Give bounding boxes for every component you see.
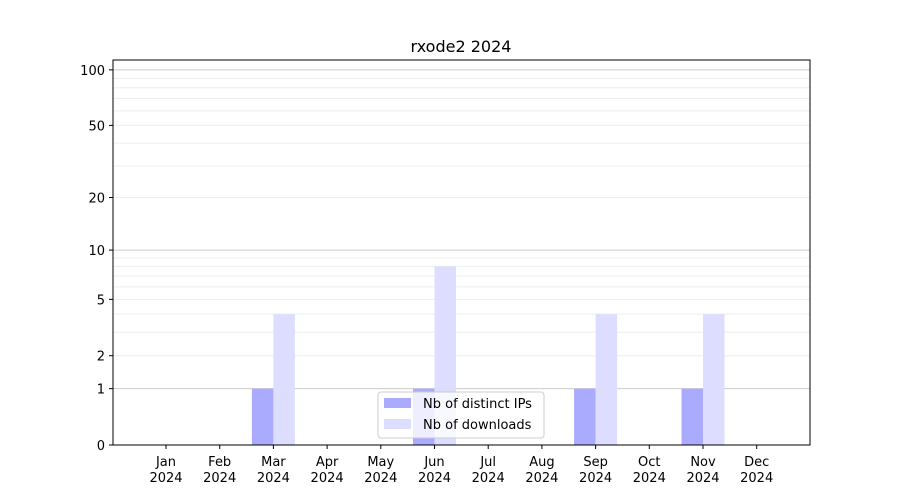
grid: [113, 69, 810, 390]
x-tick-label: Oct: [638, 455, 660, 470]
x-tick-label: 2024: [633, 471, 666, 486]
legend-swatch: [384, 419, 411, 429]
x-tick-label: 2024: [203, 471, 236, 486]
x-tick-label: 2024: [364, 471, 397, 486]
x-tick-label: Jan: [155, 455, 176, 470]
bar-downloads: [273, 314, 295, 445]
y-tick-label: 10: [88, 244, 105, 259]
x-tick-label: Mar: [261, 455, 286, 470]
y-tick-label: 0: [97, 439, 105, 454]
x-tick-label: Feb: [208, 455, 231, 470]
x-tick-label: 2024: [740, 471, 773, 486]
legend: Nb of distinct IPs Nb of downloads: [377, 391, 545, 439]
chart-title: rxode2 2024: [411, 37, 512, 56]
bar-distinct-ips: [574, 388, 596, 445]
y-tick-label: 100: [80, 64, 105, 79]
x-tick-label: Jun: [423, 455, 444, 470]
x-tick-label: Dec: [744, 455, 769, 470]
y-tick-label: 1: [97, 383, 105, 398]
bar-downloads: [595, 314, 618, 445]
x-tick-label: Aug: [529, 455, 554, 470]
x-tick-label: 2024: [686, 471, 719, 486]
x-tick-label: 2024: [418, 471, 451, 486]
x-tick-label: 2024: [149, 471, 182, 486]
y-tick-label: 5: [97, 293, 105, 308]
y-tick-label: 20: [88, 192, 105, 207]
legend-box: [377, 391, 545, 439]
y-tick-label: 2: [97, 350, 105, 365]
x-tick-label: 2024: [257, 471, 290, 486]
x-axis: Jan2024Feb2024Mar2024Apr2024May2024Jun20…: [149, 445, 773, 486]
y-axis: 0 1 2 5 10 20 50 100: [80, 64, 113, 454]
x-tick-label: 2024: [472, 471, 505, 486]
x-tick-label: May: [367, 455, 394, 470]
x-tick-label: Nov: [690, 455, 716, 470]
legend-label: Nb of distinct IPs: [423, 397, 532, 412]
legend-swatch: [384, 398, 411, 408]
x-tick-label: Apr: [316, 455, 339, 470]
x-tick-label: Sep: [583, 455, 608, 470]
x-tick-label: 2024: [311, 471, 344, 486]
legend-label: Nb of downloads: [423, 418, 532, 433]
y-tick-label: 50: [88, 119, 105, 134]
bar-distinct-ips: [681, 388, 703, 445]
bar-downloads: [703, 314, 725, 445]
x-tick-label: 2024: [525, 471, 558, 486]
plot-frame: [112, 59, 811, 446]
x-tick-label: 2024: [579, 471, 612, 486]
x-tick-label: Jul: [479, 455, 496, 470]
bar-distinct-ips: [251, 388, 274, 445]
